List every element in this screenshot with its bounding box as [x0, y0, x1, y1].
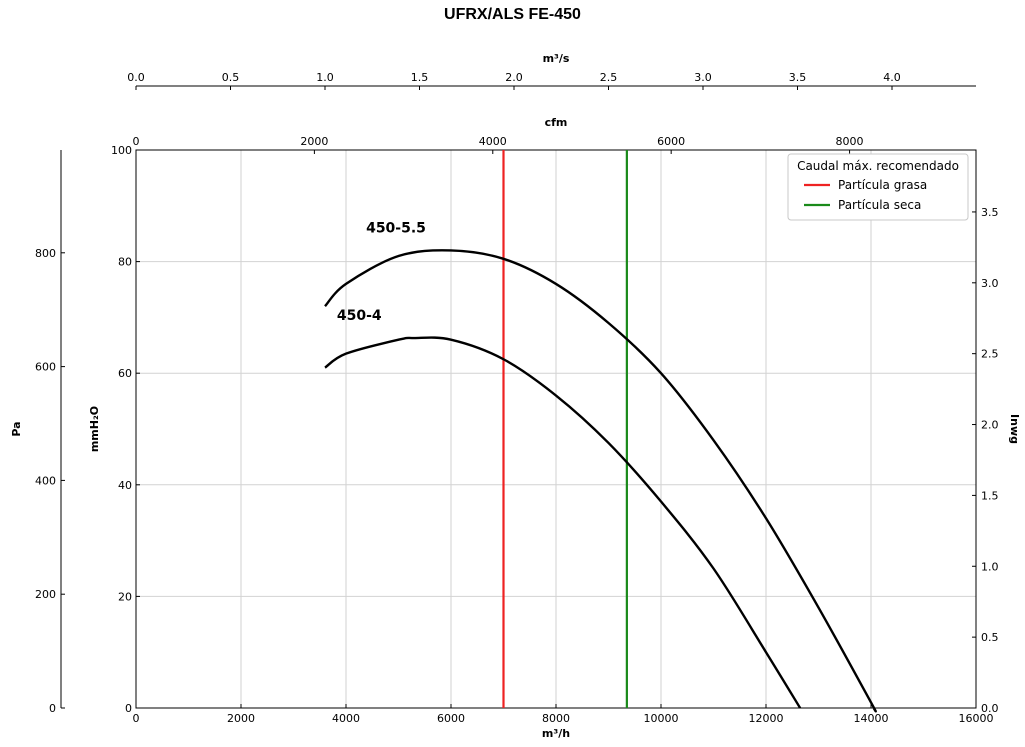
- legend-entry: Partícula seca: [838, 198, 921, 212]
- labels-layer: 0 2000 4000 6000 8000 10000 12000 14000 16000m³/…: [10, 52, 1021, 740]
- x-axis-label: m³/h: [542, 727, 570, 740]
- chart-title: UFRX/ALS FE-450: [444, 6, 581, 23]
- x-tick-label: 10000: [644, 712, 679, 725]
- y-tick-label: 0: [125, 702, 132, 715]
- cfm-tick-label: 2000: [300, 135, 328, 148]
- grid-lines: [136, 150, 976, 708]
- pa-tick-label: 0: [49, 702, 56, 715]
- pa-tick-label: 800: [35, 247, 56, 260]
- x-tick-label: 4000: [332, 712, 360, 725]
- legend-title: Caudal máx. recomendado: [797, 159, 959, 173]
- cfm-tick-label: 8000: [836, 135, 864, 148]
- inwg-axis-label: Inwg: [1008, 414, 1021, 444]
- inwg-tick-label: 0.5: [981, 631, 999, 644]
- legend-box: [787, 153, 969, 221]
- inwg-tick-label: 1.0: [981, 560, 999, 573]
- ms-tick-label: 2.0: [505, 71, 523, 84]
- x-tick-label: 2000: [227, 712, 255, 725]
- ms-tick-label: 3.5: [789, 71, 807, 84]
- pa-tick-label: 600: [35, 361, 56, 374]
- inwg-tick-label: 2.5: [981, 348, 999, 361]
- axes: [60, 85, 977, 709]
- ms-tick-label: 3.0: [694, 71, 712, 84]
- inwg-tick-label: 3.5: [981, 206, 999, 219]
- ms-tick-label: 4.0: [883, 71, 901, 84]
- y-tick-label: 60: [118, 367, 132, 380]
- pa-axis-label: Pa: [10, 421, 23, 436]
- inwg-tick-label: 1.5: [981, 489, 999, 502]
- pa-tick-label: 200: [35, 588, 56, 601]
- x-tick-label: 12000: [749, 712, 784, 725]
- y-tick-label: 20: [118, 590, 132, 603]
- cfm-tick-label: 6000: [657, 135, 685, 148]
- y-axis-label: mmH₂O: [88, 406, 101, 452]
- ms-tick-label: 1.0: [316, 71, 334, 84]
- pa-tick-label: 400: [35, 474, 56, 487]
- x-tick-label: 0: [133, 712, 140, 725]
- legend-entry: Partícula grasa: [838, 178, 927, 192]
- ms-tick-label: 0.5: [222, 71, 240, 84]
- curve-450-5.5: [324, 249, 877, 713]
- y-tick-label: 80: [118, 256, 132, 269]
- ms-tick-label: 1.5: [411, 71, 429, 84]
- cfm-axis-label: cfm: [545, 116, 568, 129]
- x-tick-label: 14000: [854, 712, 889, 725]
- ms-tick-label: 2.5: [600, 71, 618, 84]
- cfm-tick-label: 0: [133, 135, 140, 148]
- curve-label-450-4: 450-4: [337, 308, 382, 324]
- y-tick-label: 100: [111, 144, 132, 157]
- series-layer: [324, 150, 877, 713]
- cfm-tick-label: 4000: [479, 135, 507, 148]
- inwg-tick-label: 2.0: [981, 419, 999, 432]
- x-tick-label: 16000: [959, 712, 994, 725]
- x-tick-label: 6000: [437, 712, 465, 725]
- curve-450-4: [324, 336, 802, 709]
- curve-label-450-5.5: 450-5.5: [366, 220, 426, 236]
- y-tick-label: 40: [118, 479, 132, 492]
- ms-axis-label: m³/s: [543, 52, 570, 65]
- x-tick-label: 8000: [542, 712, 570, 725]
- inwg-tick-label: 3.0: [981, 277, 999, 290]
- inwg-tick-label: 0.0: [981, 702, 999, 715]
- ms-tick-label: 0.0: [127, 71, 145, 84]
- legend: Caudal máx. recomendado Partícula grasa Pa…: [787, 153, 969, 221]
